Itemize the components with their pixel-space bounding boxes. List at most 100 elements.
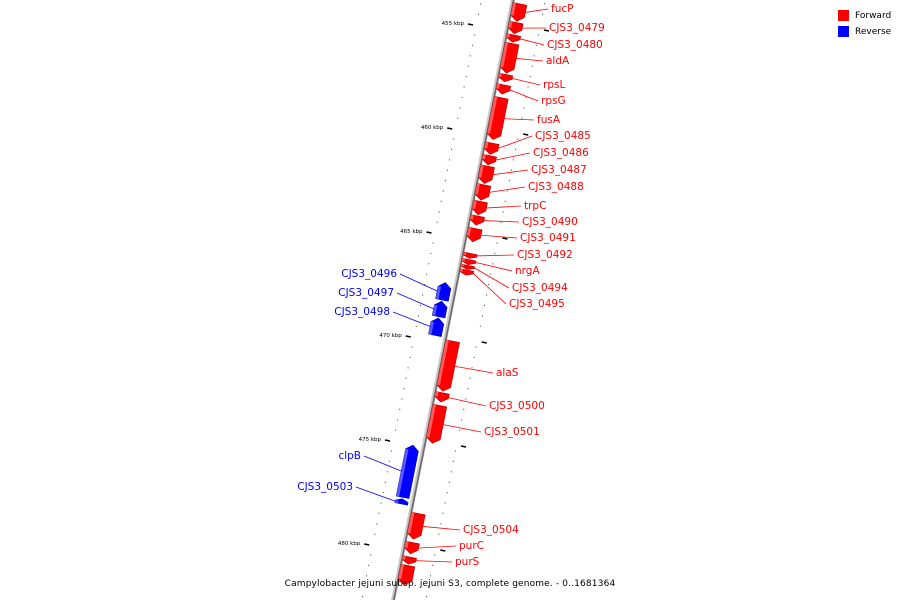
minor-tick bbox=[403, 388, 405, 390]
gene-highlight bbox=[428, 321, 434, 335]
leader-line bbox=[494, 152, 531, 161]
gene-arrow[interactable] bbox=[474, 183, 492, 201]
minor-tick bbox=[434, 554, 436, 556]
forward-gene-body bbox=[407, 511, 426, 540]
gene-arrow[interactable] bbox=[471, 199, 488, 216]
gene-arrow[interactable] bbox=[495, 83, 512, 96]
gene-label[interactable]: nrgA bbox=[515, 265, 540, 277]
gene-arrow[interactable] bbox=[483, 141, 500, 156]
major-tick bbox=[447, 127, 453, 130]
gene-highlight bbox=[481, 154, 486, 160]
gene-label[interactable]: CJS3_0500 bbox=[489, 400, 545, 412]
gene-label[interactable]: purC bbox=[459, 540, 484, 552]
gene-highlight bbox=[462, 251, 467, 256]
minor-tick bbox=[430, 252, 432, 254]
minor-tick bbox=[438, 211, 440, 213]
forward-gene-body bbox=[505, 33, 522, 43]
gene-label[interactable]: aldA bbox=[546, 55, 570, 67]
gene-label[interactable]: CJS3_0490 bbox=[522, 216, 578, 228]
gene-label[interactable]: alaS bbox=[496, 367, 519, 379]
gene-arrow[interactable] bbox=[401, 555, 417, 566]
gene-label[interactable]: CJS3_0504 bbox=[463, 524, 519, 536]
forward-gene-body bbox=[499, 41, 520, 74]
minor-tick bbox=[457, 117, 459, 119]
gene-label[interactable]: CJS3_0491 bbox=[520, 232, 576, 244]
gene-arrow[interactable] bbox=[499, 41, 520, 74]
minor-tick bbox=[449, 159, 451, 161]
gene-arrow[interactable] bbox=[498, 72, 514, 83]
gene-label[interactable]: CJS3_0487 bbox=[531, 164, 587, 176]
major-tick bbox=[426, 231, 432, 234]
gene-label[interactable]: clpB bbox=[338, 450, 361, 462]
leader-line bbox=[491, 169, 529, 176]
gene-label[interactable]: CJS3_0485 bbox=[535, 130, 591, 142]
gene-arrow[interactable] bbox=[461, 257, 477, 266]
gene-label[interactable]: CJS3_0503 bbox=[297, 481, 353, 493]
gene-label[interactable]: purS bbox=[455, 556, 480, 568]
gene-arrow[interactable] bbox=[425, 403, 448, 445]
gene-arrow[interactable] bbox=[403, 540, 420, 555]
minor-tick bbox=[471, 367, 473, 369]
gene-label[interactable]: fusA bbox=[537, 114, 561, 126]
forward-gene-body bbox=[397, 563, 416, 586]
minor-tick bbox=[478, 13, 480, 15]
gene-arrow[interactable] bbox=[406, 511, 426, 540]
minor-tick bbox=[475, 346, 477, 348]
leader-line bbox=[453, 365, 494, 374]
gene-label[interactable]: CJS3_0486 bbox=[533, 147, 589, 159]
forward-gene-body bbox=[471, 199, 488, 216]
leader-line bbox=[414, 560, 453, 563]
major-tick bbox=[481, 341, 487, 344]
minor-tick bbox=[399, 408, 401, 410]
gene-arrow[interactable] bbox=[507, 20, 524, 35]
forward-gene-body bbox=[460, 263, 476, 270]
gene-label[interactable]: CJS3_0494 bbox=[512, 282, 568, 294]
gene-arrow[interactable] bbox=[428, 317, 445, 337]
gene-arrow[interactable] bbox=[486, 95, 509, 141]
gene-arrow[interactable] bbox=[460, 263, 476, 271]
backbone-line bbox=[393, 0, 515, 600]
gene-arrow[interactable] bbox=[466, 226, 483, 243]
gene-arrow[interactable] bbox=[477, 164, 495, 185]
minor-tick bbox=[465, 398, 467, 400]
gene-label[interactable]: CJS3_0479 bbox=[549, 22, 605, 34]
gene-label[interactable]: CJS3_0497 bbox=[338, 287, 394, 299]
leader-line bbox=[515, 57, 544, 62]
gene-label[interactable]: trpC bbox=[524, 200, 546, 212]
gene-label[interactable]: rpsL bbox=[543, 79, 565, 91]
minor-tick bbox=[544, 3, 546, 5]
gene-label[interactable]: CJS3_0480 bbox=[547, 39, 603, 51]
gene-label[interactable]: CJS3_0498 bbox=[334, 306, 390, 318]
minor-tick bbox=[384, 481, 386, 483]
gene-arrow[interactable] bbox=[435, 281, 452, 302]
gene-highlight bbox=[407, 512, 415, 534]
gene-arrow[interactable] bbox=[434, 391, 450, 403]
gene-arrow[interactable] bbox=[436, 339, 460, 393]
minor-tick bbox=[467, 388, 469, 390]
gene-label[interactable]: CJS3_0492 bbox=[517, 249, 573, 261]
legend-item-forward: Forward bbox=[838, 8, 891, 23]
major-tick bbox=[405, 335, 411, 338]
minor-tick bbox=[422, 294, 424, 296]
gene-arrow[interactable] bbox=[462, 251, 478, 260]
gene-arrow[interactable] bbox=[505, 33, 522, 44]
gene-highlight bbox=[398, 564, 405, 580]
minor-tick bbox=[523, 107, 525, 109]
gene-label[interactable]: rpsG bbox=[541, 95, 566, 107]
gene-arrow[interactable] bbox=[510, 2, 528, 23]
gene-label[interactable]: CJS3_0495 bbox=[509, 298, 565, 310]
gene-arrow[interactable] bbox=[459, 268, 475, 277]
gene-arrow[interactable] bbox=[395, 444, 419, 499]
gene-arrow[interactable] bbox=[469, 214, 485, 227]
tick-label: 465 kbp bbox=[400, 229, 423, 235]
gene-label[interactable]: CJS3_0496 bbox=[341, 268, 397, 280]
gene-arrow[interactable] bbox=[481, 153, 497, 166]
gene-arrow[interactable] bbox=[394, 498, 409, 506]
forward-swatch bbox=[838, 10, 849, 21]
gene-label[interactable]: CJS3_0488 bbox=[528, 181, 584, 193]
gene-label[interactable]: CJS3_0501 bbox=[484, 426, 540, 438]
gene-arrow[interactable] bbox=[431, 300, 448, 319]
forward-gene-body bbox=[434, 391, 450, 403]
gene-label[interactable]: fucP bbox=[551, 3, 573, 15]
gene-arrow[interactable] bbox=[397, 563, 416, 586]
